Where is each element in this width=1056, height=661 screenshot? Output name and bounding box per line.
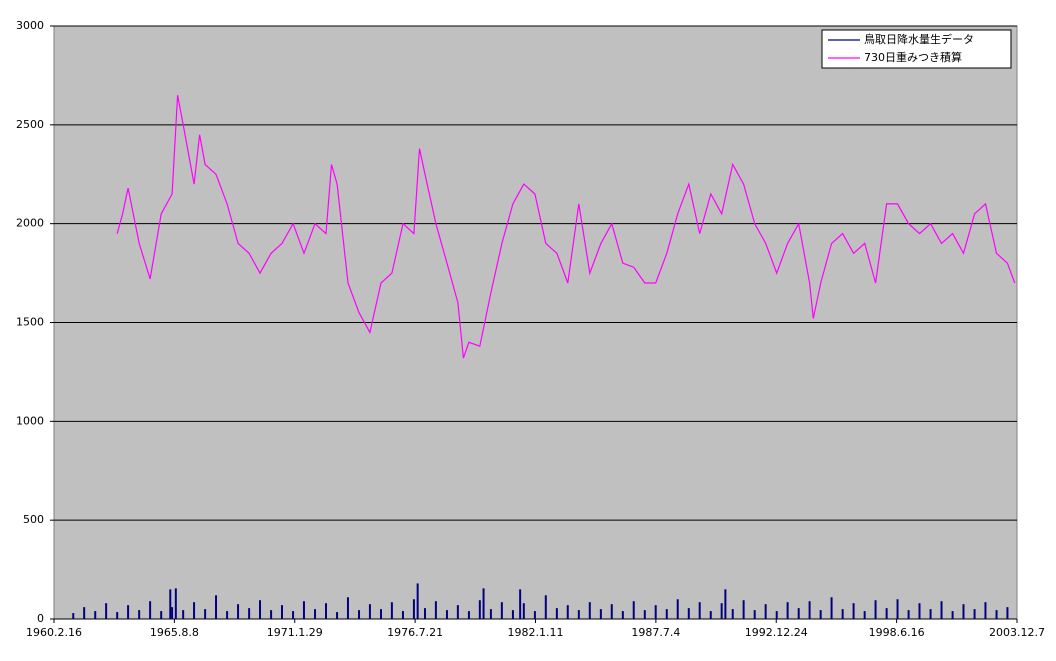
y-tick-label: 0 xyxy=(37,612,44,625)
legend-label: 鳥取日降水量生データ xyxy=(864,32,974,46)
x-tick-label: 1971.1.29 xyxy=(267,626,323,639)
series-line xyxy=(116,95,1016,359)
y-tick-label: 500 xyxy=(23,513,44,526)
x-tick-label: 1998.6.16 xyxy=(869,626,925,639)
y-tick-label: 2000 xyxy=(16,217,44,230)
x-tick-label: 1976.7.21 xyxy=(387,626,443,639)
x-tick-label: 1992.12.24 xyxy=(745,626,808,639)
x-tick-label: 1965.8.8 xyxy=(150,626,199,639)
legend-label: 730日重みつき積算 xyxy=(864,50,962,64)
y-tick-label: 1000 xyxy=(16,414,44,427)
x-tick-label: 1982.1.11 xyxy=(508,626,564,639)
x-tick-label: 1960.2.16 xyxy=(26,626,82,639)
x-tick-label: 2003.12.7 xyxy=(989,626,1045,639)
y-tick-label: 3000 xyxy=(16,19,44,32)
legend-box xyxy=(821,29,1012,69)
y-tick-label: 2500 xyxy=(16,118,44,131)
x-tick-label: 1987.7.4 xyxy=(631,626,680,639)
y-tick-label: 1500 xyxy=(16,316,44,329)
